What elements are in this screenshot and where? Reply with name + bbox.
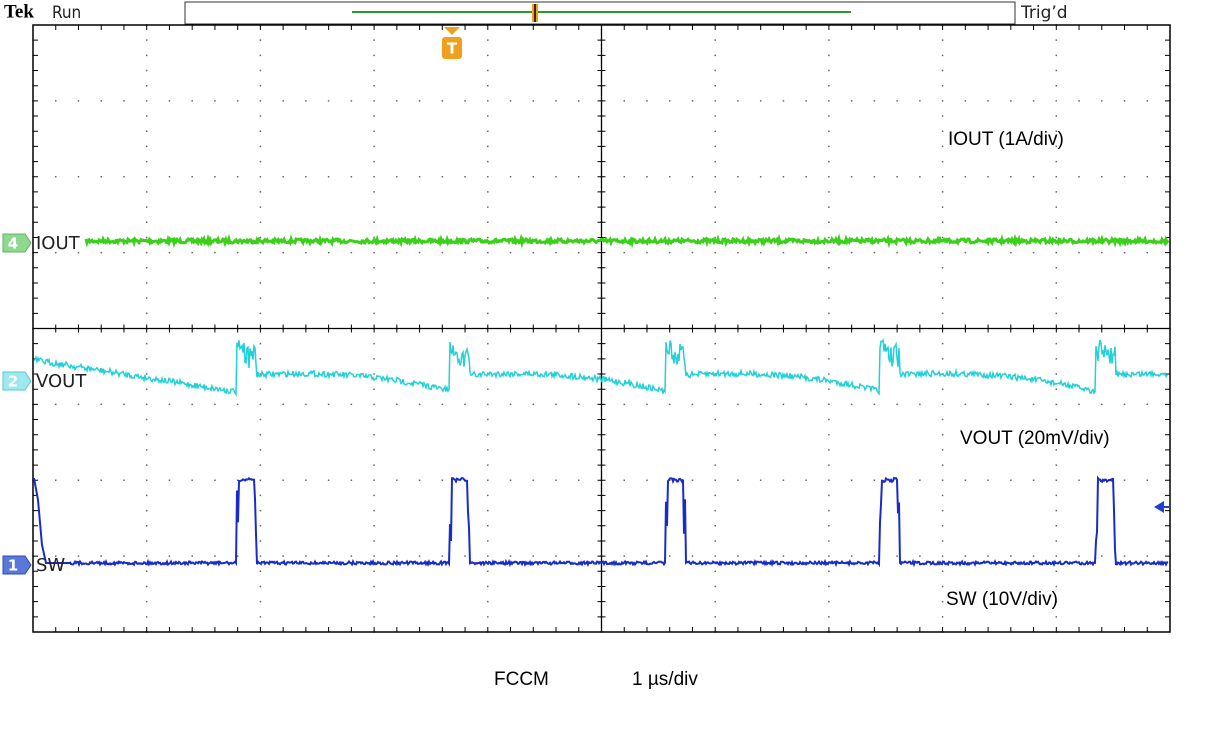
annotation: SW (10V/div): [946, 589, 1058, 610]
trigger-label: T: [447, 40, 458, 58]
vout-trace: [33, 338, 1169, 397]
trigger-arrow: [444, 27, 460, 35]
channel-name: IOUT: [36, 233, 81, 254]
annotation: VOUT (20mV/div): [960, 428, 1110, 449]
iout-trace: [84, 233, 1170, 249]
channel-marker: [2, 371, 32, 391]
graticule: [32, 24, 1171, 633]
trigger-marker: [442, 37, 462, 59]
waveforms: [33, 233, 1170, 568]
annotation: IOUT (1A/div): [948, 129, 1064, 150]
mode-label: FCCM: [494, 669, 549, 690]
trigger-status: Trig’d: [1020, 3, 1068, 23]
frame: [32, 24, 1171, 633]
channel-name: VOUT: [36, 371, 87, 392]
channel-name: SW: [36, 555, 65, 576]
channel-number: 1: [8, 557, 18, 575]
channel-number: 2: [8, 373, 18, 391]
channel-number: 4: [8, 235, 18, 253]
sw-trace: [33, 475, 1169, 568]
trigger-level: [1154, 501, 1164, 513]
channel-marker: [2, 233, 32, 253]
timebase-label: 1 µs/div: [632, 669, 698, 690]
run-status: Run: [52, 3, 81, 23]
brand: Tek: [4, 1, 34, 22]
channel-marker: [2, 555, 32, 575]
